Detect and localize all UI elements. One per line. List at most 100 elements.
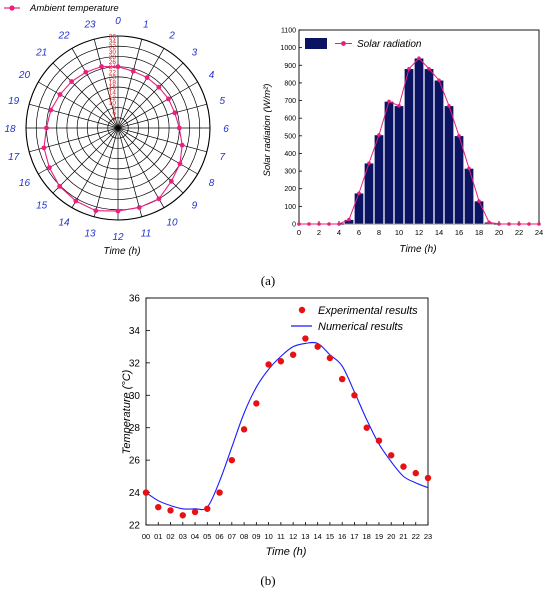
- bar: [454, 135, 464, 225]
- solar-point: [507, 222, 511, 226]
- polar-point: [115, 208, 121, 214]
- polar-radial-label: 36: [109, 34, 117, 41]
- experimental-point: [302, 335, 309, 342]
- bar: [404, 68, 414, 225]
- polar-radial-label: 30: [109, 49, 117, 56]
- experimental-point: [167, 507, 174, 514]
- bar: [424, 68, 434, 225]
- polar-point: [93, 208, 99, 214]
- line-x-tick-label: 05: [203, 532, 211, 541]
- polar-spoke: [117, 127, 165, 208]
- experimental-point: [375, 437, 383, 444]
- line-x-tick-label: 08: [240, 532, 248, 541]
- solar-point: [397, 104, 401, 108]
- line-x-tick-label: 15: [326, 532, 334, 541]
- numerical-line: [145, 341, 429, 511]
- polar-point: [130, 68, 136, 74]
- polar-radial-label: 16: [109, 85, 117, 92]
- experimental-point: [351, 392, 358, 399]
- polar-point: [57, 92, 63, 97]
- bar-y-tick-label: 1100: [281, 28, 296, 35]
- line-x-tick-label: 14: [313, 532, 321, 541]
- solar-point: [417, 56, 421, 61]
- experimental-point: [179, 512, 186, 519]
- experimental-point: [240, 426, 248, 433]
- experimental-point: [424, 474, 432, 482]
- polar-point: [176, 125, 182, 131]
- line-y-tick-label: 28: [129, 423, 141, 434]
- bar: [374, 134, 384, 225]
- bar-x-tick-label: 14: [435, 228, 443, 237]
- polar-point: [83, 69, 89, 75]
- polar-radial-label: 12: [109, 95, 117, 102]
- polar-grid: [25, 35, 211, 221]
- bar-x-tick-label: 18: [475, 228, 483, 237]
- experimental-series: [142, 335, 432, 519]
- polar-point: [156, 196, 162, 202]
- polar-radial-label: 20: [109, 74, 117, 81]
- polar-hour-label: 18: [4, 124, 16, 135]
- bar-legend: Solar radiation: [305, 38, 422, 50]
- polar-legend-label: Ambient temperature: [29, 3, 119, 14]
- line-x-tick-label: 07: [228, 532, 236, 541]
- polar-spoke: [117, 127, 198, 175]
- polar-hour-label: 22: [57, 30, 70, 41]
- polar-hour-label: 8: [209, 178, 215, 189]
- experimental-point: [155, 503, 162, 511]
- line-y-tick-label: 26: [129, 456, 141, 467]
- line-plot-frame: [145, 297, 429, 526]
- line-x-tick-label: 13: [301, 532, 309, 541]
- polar-hour-label: 1: [143, 20, 149, 31]
- polar-hour-label: 3: [192, 48, 198, 59]
- polar-hour-label: 11: [141, 228, 151, 239]
- bar-y-tick-label: 900: [284, 63, 296, 70]
- bar-y-tick-label: 300: [284, 169, 296, 176]
- polar-radial-label: 26: [109, 59, 117, 66]
- bar-y-tick-label: 100: [284, 204, 296, 211]
- solar-point: [527, 222, 531, 226]
- bar: [434, 80, 444, 225]
- line-x-tick-label: 23: [424, 532, 432, 541]
- experimental-point: [228, 456, 236, 464]
- polar-point: [115, 64, 121, 70]
- polar-hour-label: 9: [192, 200, 198, 211]
- line-x-tick-label: 10: [264, 532, 272, 541]
- polar-point: [144, 75, 150, 80]
- solar-line-series: [297, 56, 541, 226]
- caption-b: (b): [260, 573, 275, 588]
- bar-y-axis-title: Solar radiation (W/m²): [262, 84, 273, 177]
- polar-spoke: [117, 48, 165, 129]
- experimental-point: [216, 489, 223, 496]
- polar-hour-label: 7: [220, 152, 226, 163]
- polar-spoke: [117, 103, 207, 129]
- experimental-point: [289, 351, 297, 358]
- line-x-tick-label: 20: [387, 532, 395, 541]
- numerical-series: [145, 341, 429, 511]
- polar-point: [166, 96, 171, 102]
- solar-point: [437, 78, 441, 83]
- polar-radial-label: 24: [109, 64, 117, 71]
- experimental-point: [314, 343, 321, 350]
- polar-radial-label: 10: [109, 100, 117, 107]
- polar-spoke: [52, 127, 119, 194]
- bar-x-tick-label: 24: [535, 228, 543, 237]
- line-y-tick-label: 30: [129, 391, 141, 402]
- line-y-axis-title: Temperature (°C): [121, 369, 133, 454]
- polar-hour-label: 23: [83, 20, 96, 31]
- polar-hour-label: 6: [223, 124, 229, 135]
- bar-x-tick-label: 20: [495, 228, 503, 237]
- polar-spoke: [29, 103, 119, 129]
- solar-point: [297, 222, 301, 226]
- line-x-tick-label: 04: [191, 532, 199, 541]
- solar-point: [327, 222, 331, 226]
- bar: [464, 168, 474, 225]
- bar-x-axis-title: Time (h): [399, 244, 436, 255]
- polar-spoke: [52, 62, 119, 129]
- line-y-tick-label: 22: [129, 521, 141, 532]
- polar-radial-label: 34: [109, 39, 117, 46]
- experimental-point: [253, 400, 260, 407]
- polar-axis-title: Time (h): [103, 246, 140, 257]
- polar-radial-label: 18: [109, 80, 117, 87]
